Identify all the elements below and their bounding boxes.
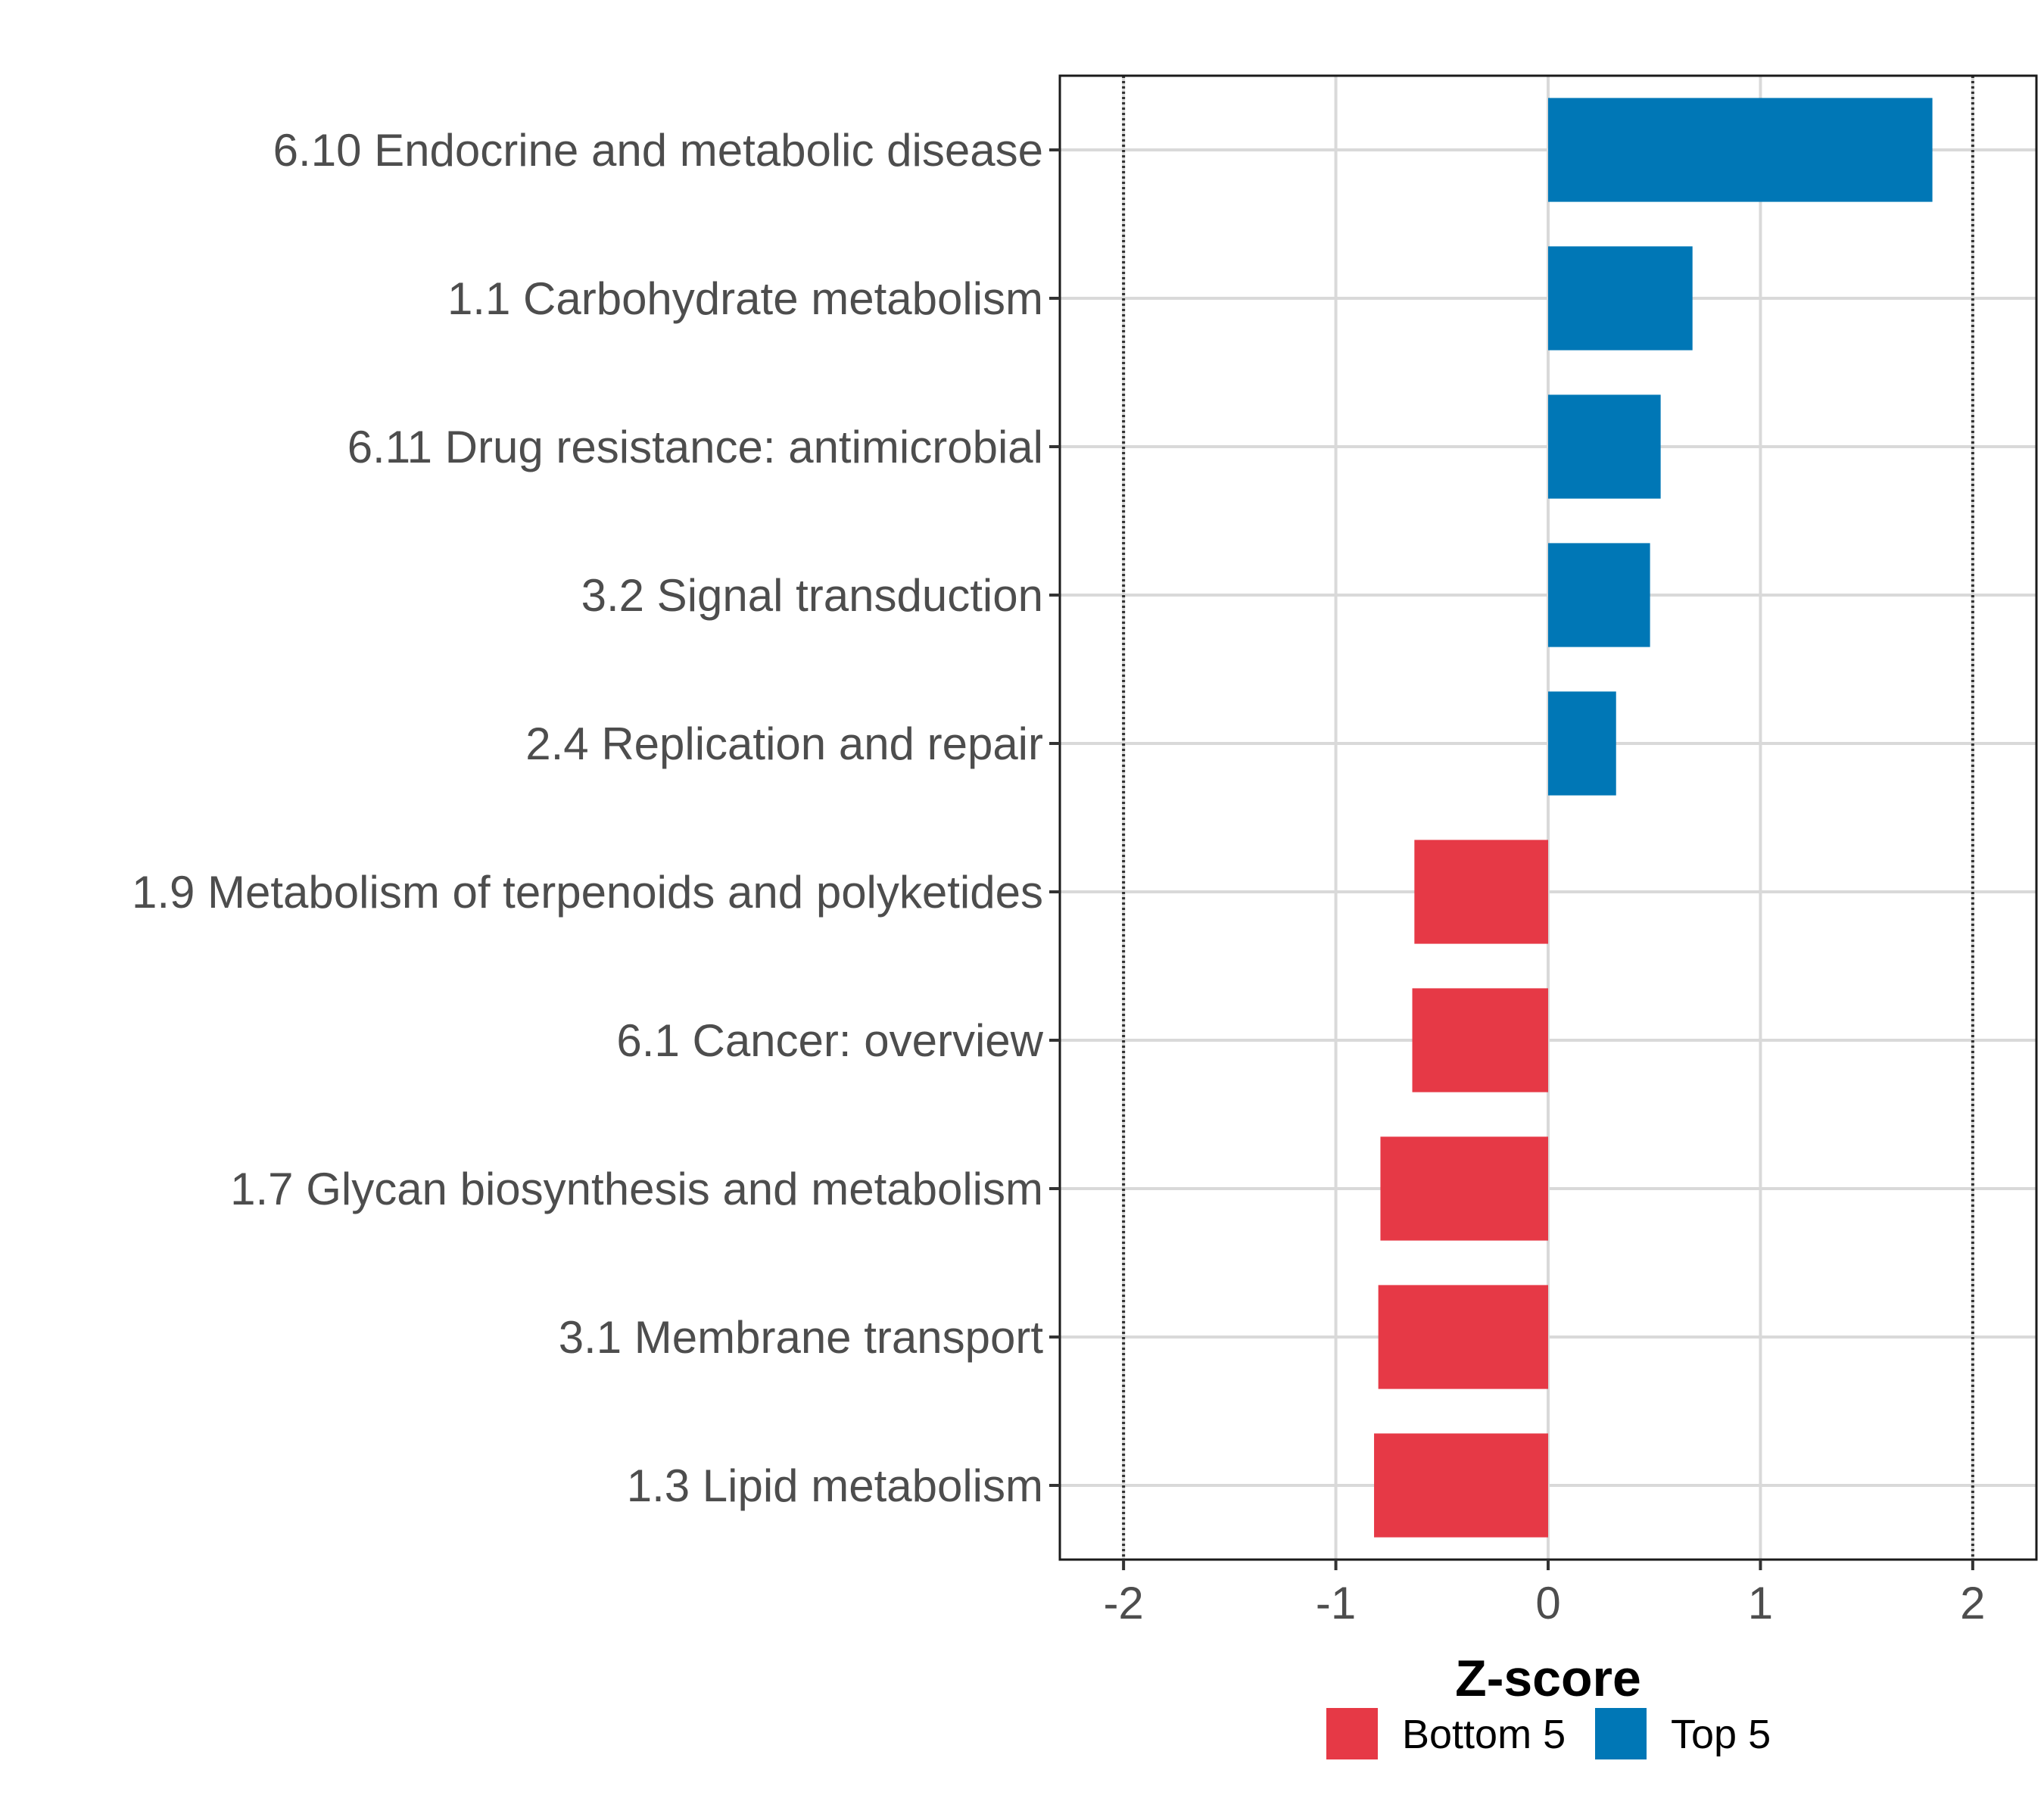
bar-8 [1378,1285,1548,1389]
bar-6 [1412,988,1548,1092]
legend: Bottom 5 Top 5 [1326,1708,1771,1759]
category-label-0: 6.10 Endocrine and metabolic disease [273,125,1043,176]
legend-swatch-1 [1595,1708,1647,1759]
bar-2 [1548,394,1661,499]
reference-lines [1122,76,1974,1560]
category-label-2: 6.11 Drug resistance: antimicrobial [347,422,1043,472]
x-tick-label-1: -1 [1316,1578,1356,1628]
category-label-3: 3.2 Signal transduction [581,570,1043,621]
category-label-9: 1.3 Lipid metabolism [627,1460,1043,1511]
bar-9 [1374,1433,1548,1538]
x-tick-label-4: 2 [1960,1578,1985,1628]
bar-1 [1548,246,1693,351]
legend-label-0: Bottom 5 [1402,1712,1566,1757]
bars [1374,98,1933,1538]
bar-7 [1380,1136,1548,1241]
legend-swatch-0 [1326,1708,1378,1759]
y-axis-ticks: 6.10 Endocrine and metabolic disease 1.1 … [132,125,1060,1511]
x-axis-title: Z-score [1455,1650,1641,1707]
legend-label-1: Top 5 [1671,1712,1771,1757]
category-label-7: 1.7 Glycan biosynthesis and metabolism [230,1164,1043,1214]
bar-5 [1414,840,1548,944]
x-tick-label-0: -2 [1103,1578,1143,1628]
bar-4 [1548,691,1616,796]
x-tick-label-2: 0 [1535,1578,1560,1628]
bar-0 [1548,98,1933,202]
x-tick-label-3: 1 [1748,1578,1773,1628]
x-axis-ticks: -2 -1 0 1 2 [1103,1560,1986,1628]
category-label-4: 2.4 Replication and repair [525,718,1043,769]
category-label-1: 1.1 Carbohydrate metabolism [447,273,1043,324]
category-label-5: 1.9 Metabolism of terpenoids and polyket… [132,867,1043,918]
category-label-6: 6.1 Cancer: overview [616,1015,1043,1066]
bar-3 [1548,543,1650,647]
category-label-8: 3.1 Membrane transport [559,1312,1044,1363]
